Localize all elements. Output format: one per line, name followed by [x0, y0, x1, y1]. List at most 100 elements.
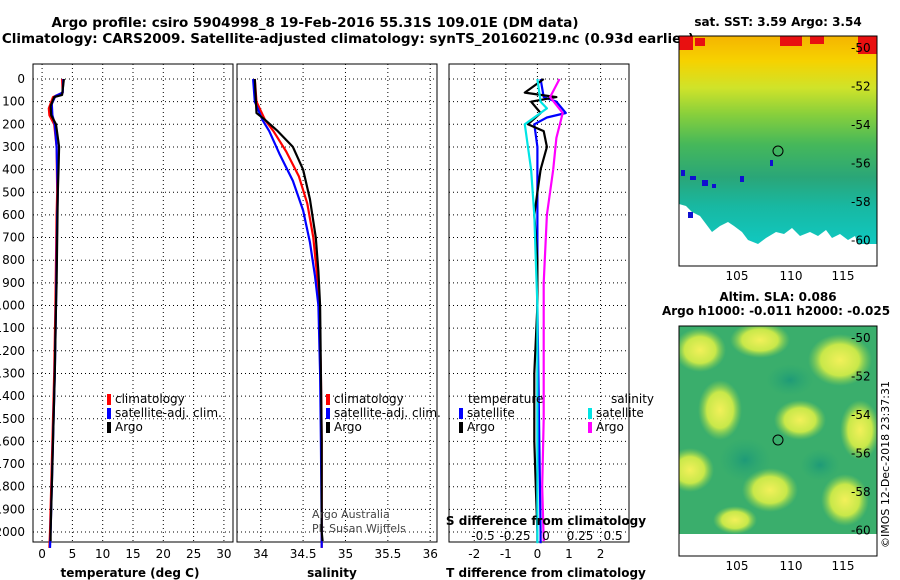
depth-tick-label: 1600	[0, 434, 25, 448]
x-axis-label-temperature: temperature (deg C)	[61, 566, 200, 580]
depth-tick-label: 400	[2, 163, 25, 177]
x-axis-label-salinity: salinity	[307, 566, 357, 580]
depth-tick-label: 1500	[0, 412, 25, 426]
map-lat-label: -56	[851, 157, 871, 171]
map-lon-label: 110	[780, 269, 803, 283]
temperature-legend: climatology satellite-adj. clim. Argo	[107, 392, 222, 434]
depth-tick-label: 800	[2, 253, 25, 267]
legend-label-s-argo: Argo	[596, 420, 624, 434]
sst-cold-pixel	[740, 176, 744, 182]
s-tick-label: 0	[542, 529, 550, 543]
float-location-marker	[772, 145, 784, 157]
map-lat-label: -54	[851, 118, 871, 132]
map-lon-label: 105	[726, 269, 749, 283]
legend-label-climatology: climatology	[334, 392, 404, 406]
sla-map-subtitle: Argo h1000: -0.011 h2000: -0.025	[662, 304, 890, 318]
sst-warm-patch	[858, 36, 877, 54]
depth-tick-label: 1100	[0, 321, 25, 335]
map-lon-label: 115	[832, 269, 855, 283]
title-line-2: Climatology: CARS2009. Satellite-adjuste…	[2, 31, 694, 47]
panel-frame	[236, 63, 438, 543]
x-tick-label: 15	[125, 547, 140, 561]
sst-cold-pixel	[712, 184, 716, 188]
panel-frame	[448, 63, 630, 543]
legend-swatch-t-argo	[459, 422, 463, 433]
map-lat-label: -58	[851, 195, 871, 209]
sst-warm-patch	[679, 36, 693, 50]
credit-argo-australia: Argo Australia	[312, 508, 390, 521]
x-tick-label: -2	[468, 547, 480, 561]
legend-label-argo: Argo	[334, 420, 362, 434]
depth-tick-label: 1800	[0, 480, 25, 494]
legend-label-t-satellite: satellite	[467, 406, 515, 420]
series-line-t-argo	[523, 78, 558, 542]
depth-tick-label: 500	[2, 185, 25, 199]
sst-cold-pixel	[690, 176, 696, 180]
x-tick-label: 34	[253, 547, 268, 561]
x-tick-label: 34.5	[290, 547, 317, 561]
map-lat-label: -52	[851, 80, 871, 94]
temperature-panel: 0 5 10 15 20 25 30	[32, 63, 234, 561]
depth-tick-label: 2000	[0, 525, 25, 539]
depth-tick-label: 1400	[0, 389, 25, 403]
salinity-panel: 34 34.5 35 35.5 36	[236, 63, 438, 561]
x-tick-label: 35.5	[374, 547, 401, 561]
s-tick-label: -0.25	[499, 529, 530, 543]
series-line-satellite-adj-clim-	[252, 78, 323, 548]
difference-panel: -2 -1 0 1 2	[448, 63, 630, 561]
depth-tick-label: 0	[17, 72, 25, 86]
x-tick-label: 30	[216, 547, 231, 561]
title-line-1: Argo profile: csiro 5904998_8 19-Feb-201…	[51, 15, 578, 31]
s-axis-label: S difference from climatology	[446, 514, 646, 528]
map-lon-label: 115	[832, 559, 855, 573]
legend-swatch-argo	[107, 422, 111, 433]
legend-label-satellite: satellite-adj. clim.	[334, 406, 441, 420]
depth-tick-label: 100	[2, 95, 25, 109]
sla-map-frame	[678, 325, 878, 557]
x-tick-label: 5	[69, 547, 77, 561]
salinity-legend: climatology satellite-adj. clim. Argo	[326, 392, 441, 434]
depth-tick-label: 1700	[0, 457, 25, 471]
x-tick-label: 1	[565, 547, 573, 561]
sst-cold-pixel	[688, 212, 693, 218]
legend-swatch-climatology	[326, 394, 330, 405]
x-tick-label: 2	[597, 547, 605, 561]
series-line-argo	[49, 78, 65, 542]
map-lon-label: 105	[726, 559, 749, 573]
map-lat-label: -50	[851, 331, 871, 345]
s-tick-label: 0.25	[567, 529, 594, 543]
x-tick-label: 25	[186, 547, 201, 561]
sst-cold-pixel	[770, 160, 773, 166]
sst-map-title: sat. SST: 3.59 Argo: 3.54	[694, 15, 861, 29]
legend-swatch-satellite	[107, 408, 111, 419]
sla-map	[678, 325, 878, 557]
legend-swatch-s-argo	[588, 422, 592, 433]
float-location-marker	[772, 434, 784, 446]
sst-cold-pixel	[702, 180, 708, 186]
series-line-s-satellite	[523, 78, 549, 544]
s-tick-label: 0.5	[603, 529, 622, 543]
credit-pi: PI: Susan Wijffels	[312, 522, 406, 535]
depth-tick-label: 300	[2, 140, 25, 154]
map-lat-label: -56	[851, 447, 871, 461]
depth-axis-labels: 0 100 200 300 400 500 600 700 800 900 1000 1100 1200…	[0, 72, 25, 539]
depth-tick-label: 1000	[0, 299, 25, 313]
depth-tick-label: 1200	[0, 344, 25, 358]
series-line-s-argo	[541, 78, 564, 542]
difference-legend: temperature salinity satellite Argo sate…	[459, 392, 654, 434]
x-tick-label: 0	[38, 547, 46, 561]
depth-tick-label: 700	[2, 231, 25, 245]
x-tick-label: 10	[95, 547, 110, 561]
s-difference-ticks: -0.5 -0.25 0 0.25 0.5	[471, 529, 622, 543]
sst-map	[678, 35, 878, 267]
legend-title-salinity: salinity	[611, 392, 654, 406]
sst-field	[679, 36, 877, 244]
sla-map-title: Altim. SLA: 0.086	[719, 290, 836, 304]
depth-tick-label: 1900	[0, 502, 25, 516]
sst-map-ticks: -50 -52 -54 -56 -58 -60 105 110 115	[726, 41, 871, 283]
imos-credit: ©IMOS 12-Dec-2018 23:37:31	[879, 381, 892, 548]
x-tick-label: 35	[338, 547, 353, 561]
x-tick-label: -1	[500, 547, 512, 561]
legend-title-temperature: temperature	[468, 392, 543, 406]
